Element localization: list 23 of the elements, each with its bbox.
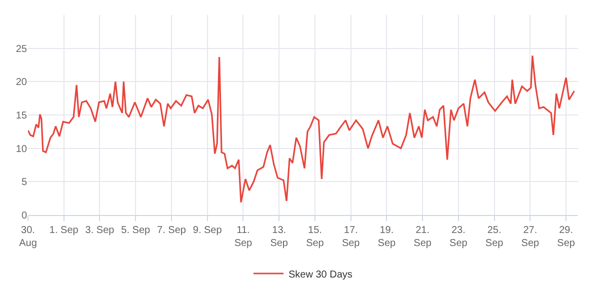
x-tick-label: 21. Sep	[414, 225, 432, 249]
y-tick-label: 10	[16, 144, 28, 155]
x-tick-label: 1. Sep	[49, 225, 79, 236]
x-tick-label: 27. Sep	[521, 225, 540, 249]
x-tick-label: 5. Sep	[121, 225, 150, 236]
x-tick-label: 11. Sep	[234, 225, 253, 249]
x-tick-label: 30. Aug	[19, 225, 37, 249]
y-tick-label: 20	[16, 77, 28, 88]
legend-label: Skew 30 Days	[288, 269, 352, 280]
x-tick-label: 25. Sep	[485, 225, 504, 249]
x-tick-label: 29. Sep	[557, 225, 576, 249]
y-tick-label: 25	[16, 44, 28, 55]
x-tick-label: 23. Sep	[450, 225, 468, 249]
x-tick-label: 13. Sep	[270, 225, 288, 249]
x-tick-label: 17. Sep	[342, 225, 360, 249]
y-tick-label: 0	[21, 210, 28, 222]
x-tick-label: 3. Sep	[85, 225, 115, 236]
y-tick-label: 5	[21, 177, 28, 188]
x-tick-label: 19. Sep	[378, 225, 396, 249]
x-tick-label: 9. Sep	[192, 225, 222, 236]
y-tick-label: 15	[16, 110, 28, 122]
x-tick-label: 7. Sep	[157, 225, 186, 236]
x-tick-label: 15. Sep	[306, 225, 324, 249]
